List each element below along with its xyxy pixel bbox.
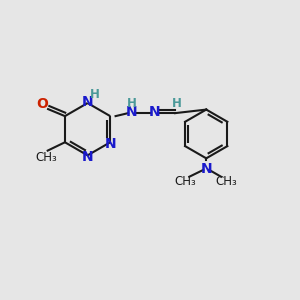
Text: H: H [90, 88, 100, 100]
Text: N: N [104, 137, 116, 151]
Text: CH₃: CH₃ [174, 175, 196, 188]
Text: N: N [200, 162, 212, 176]
Text: N: N [82, 94, 93, 109]
Text: N: N [126, 105, 137, 119]
Text: H: H [127, 97, 137, 110]
Text: N: N [82, 150, 93, 164]
Text: H: H [172, 97, 182, 110]
Text: CH₃: CH₃ [35, 151, 57, 164]
Text: O: O [36, 97, 48, 111]
Text: N: N [149, 105, 160, 119]
Text: CH₃: CH₃ [215, 175, 237, 188]
